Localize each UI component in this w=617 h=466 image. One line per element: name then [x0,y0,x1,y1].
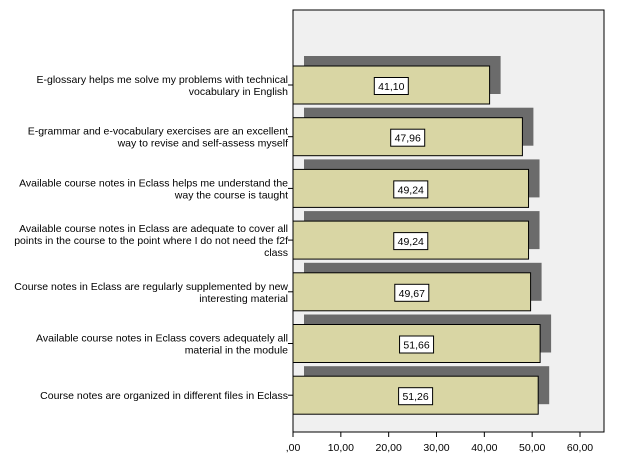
data-label-box-1 [390,128,426,147]
data-label-6: 51,26 [402,391,428,403]
category-label-line: Available course notes in Eclass covers … [36,333,288,345]
data-label-2: 49,24 [398,184,424,196]
category-label-5: Available course notes in Eclass covers … [36,333,288,357]
x-tick-label-4: 40,00 [471,442,497,454]
category-label-4: Course notes in Eclass are regularly sup… [14,281,288,305]
category-label-1: E-grammar and e-vocabulary exercises are… [28,126,288,150]
category-label-line: Available course notes in Eclass helps m… [19,177,288,189]
data-label-5: 51,66 [403,340,429,352]
data-label-box-2 [393,180,429,199]
x-tick-label-0: ,00 [286,442,301,454]
category-label-line: Course notes in Eclass are regularly sup… [14,281,288,293]
data-label-3: 49,24 [398,236,424,248]
category-label-line: interesting material [199,293,288,305]
x-tick-label-2: 20,00 [376,442,402,454]
category-label-line: way the course is taught [174,189,288,201]
category-label-2: Available course notes in Eclass helps m… [19,177,288,201]
category-label-line: E-glossary helps me solve my problems wi… [36,74,288,86]
category-label-line: E-grammar and e-vocabulary exercises are… [28,126,288,138]
data-label-1: 47,96 [395,133,421,145]
data-label-box-4 [394,283,430,302]
category-label-0: E-glossary helps me solve my problems wi… [36,74,288,98]
category-label-line: material in the module [185,345,288,357]
data-label-box-6 [398,387,434,406]
data-label-box-5 [399,335,435,354]
data-label-4: 49,67 [399,288,425,300]
category-label-line: class [264,247,288,259]
x-tick-label-1: 10,00 [328,442,354,454]
category-label-line: way to revise and self-assess myself [117,138,288,150]
x-tick-label-6: 60,00 [567,442,593,454]
category-label-line: Available course notes in Eclass are ade… [19,223,288,235]
category-label-line: vocabulary in English [189,86,288,98]
category-label-6: Course notes are organized in different … [40,390,288,402]
category-label-3: Available course notes in Eclass are ade… [14,223,288,259]
category-label-line: points in the course to the point where … [14,235,288,247]
data-label-0: 41,10 [378,81,404,93]
x-tick-label-5: 50,00 [519,442,545,454]
data-label-box-3 [393,232,429,251]
category-label-line: Course notes are organized in different … [40,390,288,402]
x-tick-label-3: 30,00 [423,442,449,454]
data-label-box-0 [373,77,409,95]
